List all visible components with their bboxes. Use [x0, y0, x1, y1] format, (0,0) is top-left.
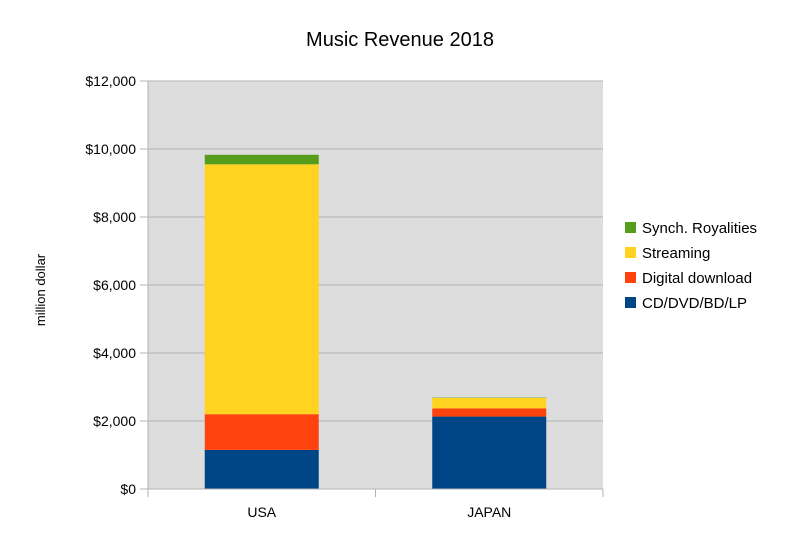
legend-label: CD/DVD/BD/LP — [642, 295, 747, 312]
y-tick-label: $0 — [120, 481, 136, 497]
legend-swatch — [625, 272, 636, 283]
x-tick-label: JAPAN — [467, 504, 511, 520]
chart-title: Music Revenue 2018 — [306, 29, 494, 51]
bar-segment — [204, 154, 319, 165]
bars — [204, 154, 547, 489]
bar-segment — [432, 416, 547, 489]
legend-swatch — [625, 247, 636, 258]
y-tick-label: $8,000 — [93, 209, 136, 225]
axes — [147, 81, 604, 497]
bar-segment — [204, 449, 319, 489]
y-tick-label: $6,000 — [93, 277, 136, 293]
y-tick-label: $2,000 — [93, 413, 136, 429]
legend-label: Streaming — [642, 245, 710, 262]
y-tick-label: $12,000 — [85, 73, 136, 89]
legend-label: Synch. Royalities — [642, 220, 757, 237]
y-tick-label: $10,000 — [85, 141, 136, 157]
bar-segment — [204, 414, 319, 450]
legend-swatch — [625, 297, 636, 308]
bar-segment — [432, 397, 547, 409]
legend-swatch — [625, 222, 636, 233]
y-tick-label: $4,000 — [93, 345, 136, 361]
bar-segment — [432, 408, 547, 417]
legend: Synch. Royalities Streaming Digital downlo… — [625, 220, 757, 312]
x-tick-label: USA — [247, 504, 276, 520]
legend-label: Digital download — [642, 270, 752, 287]
y-tick-labels: $0 $2,000 $4,000 $6,000 $8,000 $10,000 $12,000 — [85, 73, 136, 497]
x-tick-labels: USA JAPAN — [247, 504, 511, 520]
bar-segment — [204, 164, 319, 415]
y-axis-label: million dollar — [33, 253, 48, 326]
